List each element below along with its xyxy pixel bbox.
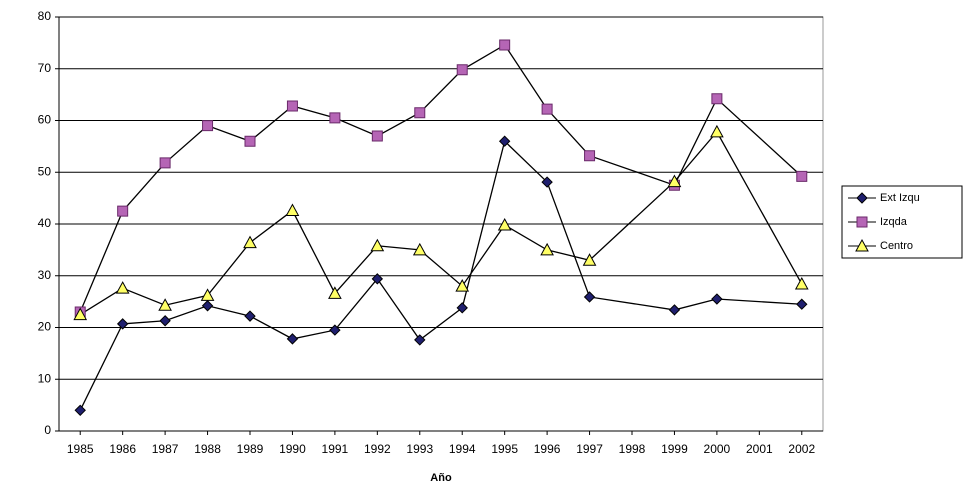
marker	[244, 310, 256, 322]
marker	[74, 404, 86, 417]
x-tick-label: 1995	[491, 442, 518, 456]
x-tick-label: 2002	[788, 442, 815, 456]
series-line	[79, 130, 803, 316]
marker	[244, 135, 256, 147]
y-tick-label: 20	[38, 320, 52, 334]
x-tick-label: 1985	[67, 442, 94, 456]
marker	[584, 150, 596, 162]
marker	[329, 112, 341, 124]
marker	[200, 288, 215, 301]
marker	[370, 238, 385, 252]
y-tick-label: 70	[38, 61, 52, 75]
y-tick-label: 50	[38, 164, 52, 178]
y-tick-label: 60	[38, 113, 52, 127]
x-tick-label: 1989	[237, 442, 264, 456]
marker	[115, 281, 130, 294]
marker	[497, 217, 512, 231]
series-line	[79, 139, 802, 411]
marker	[582, 253, 597, 266]
marker	[159, 315, 171, 327]
x-tick-label: 1988	[194, 442, 221, 456]
marker	[414, 334, 426, 346]
x-tick-label: 1987	[152, 442, 179, 456]
x-tick-label: 1992	[364, 442, 391, 456]
x-axis-label: Año	[430, 472, 452, 484]
marker	[159, 157, 171, 169]
marker	[201, 300, 214, 312]
marker	[541, 176, 553, 188]
marker	[794, 276, 809, 290]
legend-label: Centro	[880, 240, 913, 252]
marker	[456, 64, 468, 76]
y-tick-label: 0	[44, 423, 51, 437]
x-tick-label: 1994	[449, 442, 476, 456]
marker	[711, 93, 723, 105]
x-tick-label: 1993	[406, 442, 433, 456]
marker	[498, 135, 511, 147]
y-tick-label: 30	[38, 268, 52, 282]
marker	[455, 279, 470, 292]
y-tick-label: 10	[38, 371, 52, 385]
y-tick-label: 40	[38, 216, 52, 230]
legend-label: Izqda	[880, 216, 908, 228]
marker	[73, 307, 88, 321]
x-tick-label: 2000	[704, 442, 731, 456]
marker	[856, 192, 868, 204]
x-tick-label: 1997	[576, 442, 603, 456]
marker	[711, 293, 723, 305]
marker	[856, 216, 868, 228]
marker	[328, 286, 342, 299]
marker	[286, 100, 298, 112]
marker	[667, 174, 682, 188]
marker	[668, 304, 681, 316]
marker	[243, 235, 257, 249]
marker	[414, 107, 426, 119]
marker	[855, 238, 869, 252]
y-tick-label: 80	[38, 9, 52, 23]
marker	[583, 291, 596, 303]
x-tick-label: 1990	[279, 442, 306, 456]
marker	[796, 298, 808, 310]
x-tick-label: 1986	[109, 442, 136, 456]
marker	[286, 333, 299, 345]
marker	[499, 39, 511, 51]
marker	[796, 170, 808, 182]
marker	[541, 103, 553, 115]
marker	[456, 302, 468, 314]
x-tick-label: 1991	[322, 442, 349, 456]
marker	[158, 298, 172, 311]
marker	[412, 242, 427, 256]
x-tick-label: 1998	[619, 442, 646, 456]
marker	[371, 130, 383, 142]
x-tick-label: 2001	[746, 442, 773, 456]
x-tick-label: 1996	[534, 442, 561, 456]
marker	[116, 318, 129, 330]
marker	[329, 324, 341, 336]
marker	[285, 203, 300, 217]
marker	[371, 273, 384, 285]
series-line	[79, 44, 803, 313]
marker	[540, 242, 554, 256]
x-tick-label: 1999	[661, 442, 688, 456]
marker	[202, 120, 214, 132]
marker	[117, 205, 129, 217]
legend-label: Ext Izqu	[880, 192, 920, 204]
marker	[710, 124, 724, 138]
